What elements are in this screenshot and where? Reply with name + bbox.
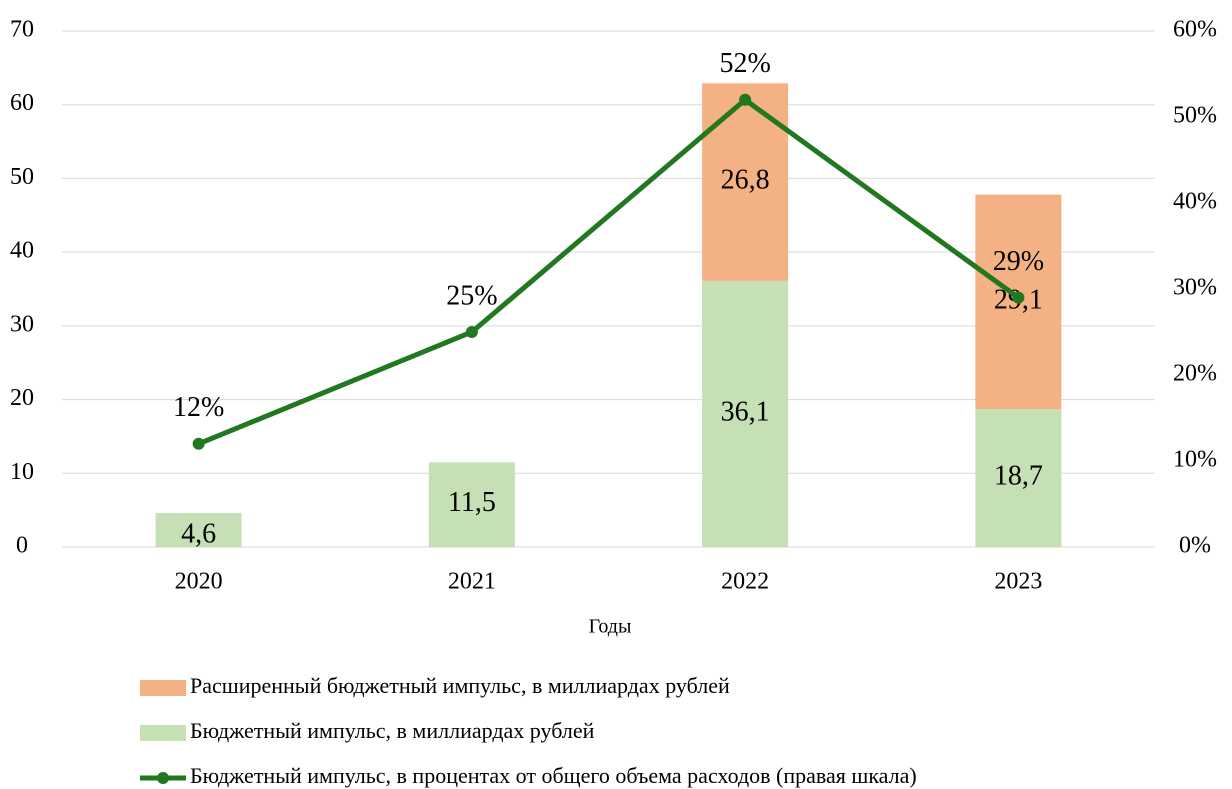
line-point (465, 326, 478, 338)
data-label: 11,5 (448, 487, 496, 518)
y-tick-label: 50 (10, 164, 34, 190)
bar (155, 513, 242, 547)
bar (975, 409, 1062, 547)
data-label: 36,1 (721, 396, 770, 427)
y-tick-label: 60 (10, 90, 34, 116)
data-label: 29% (993, 246, 1044, 277)
data-label: 4,6 (181, 518, 216, 549)
y2-tick-label: 60% (1173, 17, 1217, 43)
y-tick-label: 70 (10, 17, 34, 43)
y-tick-label: 40 (10, 238, 34, 264)
y2-tick-label: 0% (1179, 533, 1211, 559)
y-tick-label: 0 (16, 533, 28, 559)
bar (702, 280, 789, 547)
legend-swatch (140, 725, 186, 741)
line-point (739, 93, 752, 106)
legend-label: Бюджетный импульс, в процентах от общего… (190, 763, 917, 788)
x-tick-label: 2021 (448, 569, 496, 595)
y-tick-label: 10 (10, 459, 34, 485)
legend-swatch (140, 680, 186, 696)
y2-tick-label: 50% (1173, 103, 1217, 129)
y2-tick-label: 20% (1173, 361, 1217, 387)
y2-tick-label: 10% (1173, 447, 1217, 473)
x-axis-label: Годы (589, 616, 632, 638)
bar (702, 83, 789, 281)
y2-tick-label: 40% (1173, 189, 1217, 215)
y-tick-label: 20 (10, 385, 34, 411)
x-tick-label: 2022 (721, 569, 769, 595)
data-label: 25% (446, 280, 497, 311)
legend-label: Бюджетный импульс, в миллиардах рублей (190, 718, 595, 743)
x-tick-label: 2023 (994, 569, 1042, 595)
data-label: 12% (173, 392, 224, 423)
legend-label: Расширенный бюджетный импульс, в миллиар… (190, 673, 730, 698)
y2-tick-label: 30% (1173, 275, 1217, 301)
data-label: 26,8 (721, 165, 770, 196)
data-label: 18,7 (994, 460, 1043, 491)
y-tick-label: 30 (10, 311, 34, 337)
x-tick-label: 2020 (175, 569, 223, 595)
line (197, 96, 1020, 447)
line-point (192, 437, 205, 450)
bar (428, 462, 515, 547)
line-point (1012, 291, 1025, 304)
legend-marker (157, 772, 169, 784)
data-label: 52% (719, 48, 770, 79)
